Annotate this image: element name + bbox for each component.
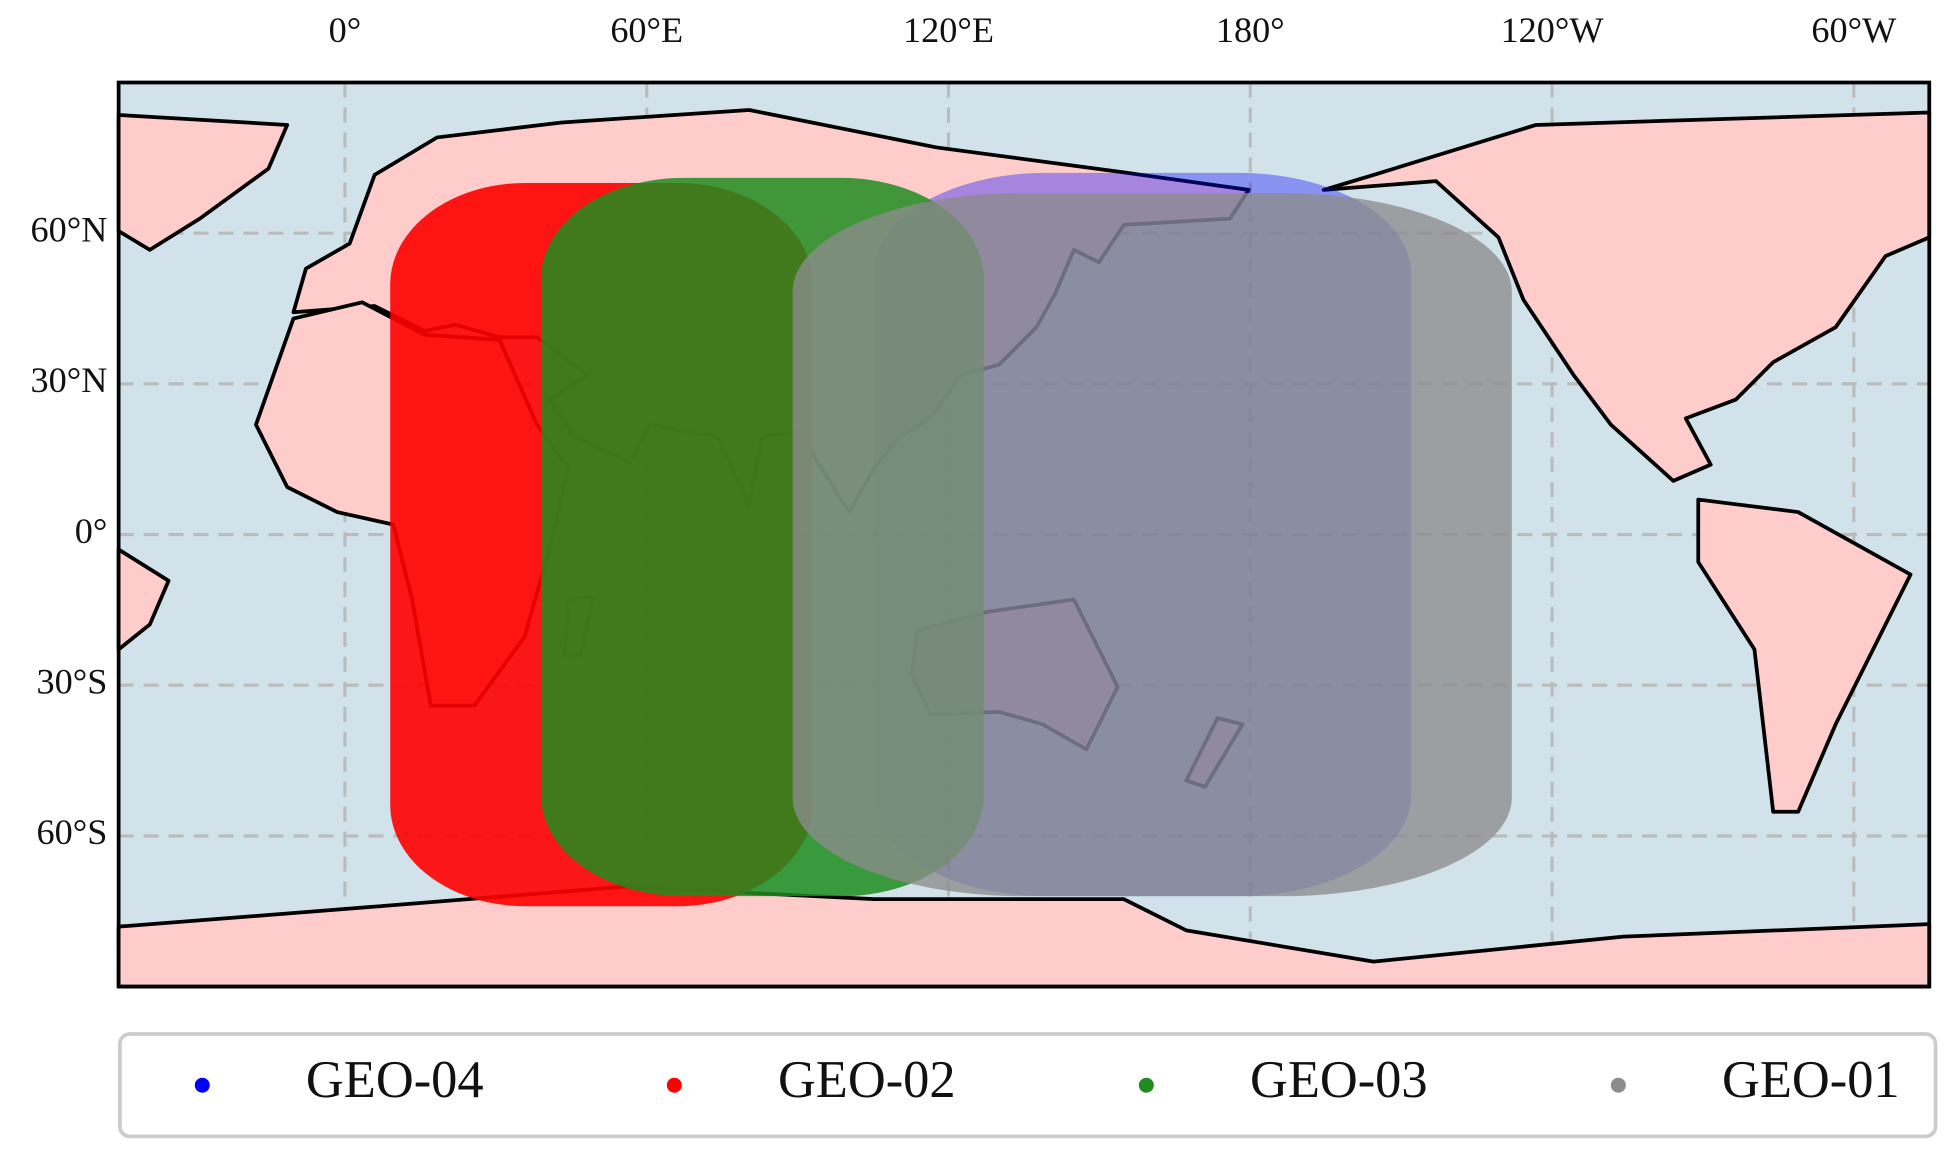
coverage-region (792, 193, 1512, 897)
map-frame (116, 80, 1932, 989)
x-tick-label: 60°E (610, 10, 683, 50)
legend-marker (1610, 1077, 1626, 1093)
legend-label: GEO-02 (778, 1051, 956, 1109)
legend-label: GEO-03 (1250, 1051, 1428, 1109)
y-tick-label: 60°S (37, 812, 108, 852)
x-tick-label: 180° (1216, 10, 1285, 50)
y-tick-label: 30°N (31, 360, 108, 400)
y-tick-label: 60°N (31, 209, 108, 249)
x-tick-label: 120°W (1501, 10, 1605, 50)
legend-marker (1138, 1077, 1154, 1093)
x-tick-label: 60°W (1811, 10, 1897, 50)
legend-marker (666, 1077, 682, 1093)
legend-marker (194, 1077, 210, 1093)
y-tick-label: 0° (75, 511, 108, 551)
legend-box (118, 1032, 1938, 1139)
y-tick-label: 30°S (37, 662, 108, 702)
x-tick-label: 120°E (903, 10, 994, 50)
legend-label: GEO-04 (306, 1051, 484, 1109)
legend-label: GEO-01 (1722, 1051, 1900, 1109)
x-tick-label: 0° (329, 10, 362, 50)
